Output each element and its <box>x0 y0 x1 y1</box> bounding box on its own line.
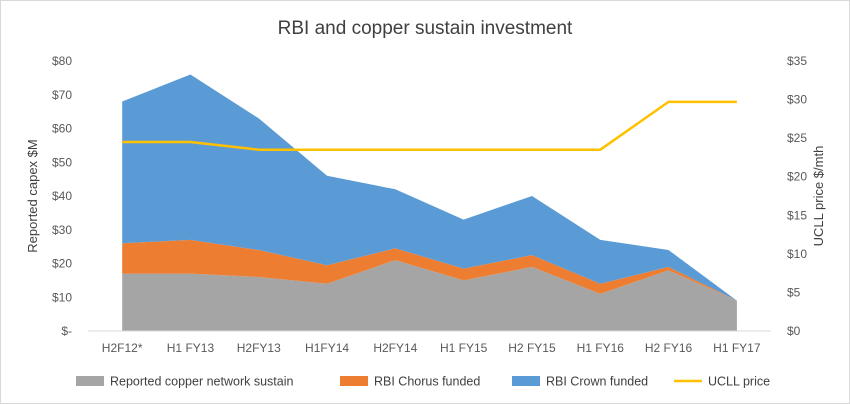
legend-label: RBI Crown funded <box>546 375 648 389</box>
y2-axis-title: UCLL price $/mth <box>811 146 826 247</box>
legend-swatch <box>76 376 104 386</box>
y-tick-label: $80 <box>52 54 72 68</box>
y-tick-label: $- <box>61 324 72 338</box>
y-tick-label: $20 <box>52 257 72 271</box>
y-tick-label: $70 <box>52 88 72 102</box>
area-rbi-chorus-funded <box>122 239 737 301</box>
x-tick-label: H2 FY16 <box>645 341 693 355</box>
y2-tick-label: $0 <box>787 324 801 338</box>
legend-label: Reported copper network sustain <box>110 375 293 389</box>
x-tick-label: H1FY14 <box>305 341 349 355</box>
x-tick-label: H2F12* <box>102 341 143 355</box>
y2-tick-label: $5 <box>787 285 801 299</box>
legend-swatch <box>512 376 540 386</box>
y-tick-label: $30 <box>52 223 72 237</box>
y-axis-title: Reported capex $M <box>25 139 40 252</box>
x-tick-label: H2 FY15 <box>508 341 556 355</box>
y2-tick-label: $35 <box>787 54 807 68</box>
x-tick-label: H1 FY17 <box>713 341 761 355</box>
legend: Reported copper network sustain RBI Choru… <box>76 375 770 389</box>
legend-label: UCLL price <box>708 375 770 389</box>
legend-swatch <box>340 376 368 386</box>
y-axis-ticks: $- $10 $20 $30 $40 $50 $60 $70 $80 <box>52 54 72 338</box>
y2-tick-label: $20 <box>787 170 807 184</box>
y2-axis-ticks: $0 $5 $10 $15 $20 $25 $30 $35 <box>787 54 807 338</box>
x-tick-label: H1 FY13 <box>167 341 215 355</box>
y-tick-label: $40 <box>52 189 72 203</box>
y-tick-label: $10 <box>52 290 72 304</box>
area-layer <box>122 74 737 331</box>
y-tick-label: $60 <box>52 122 72 136</box>
y2-tick-label: $25 <box>787 131 807 145</box>
chart-title: RBI and copper sustain investment <box>278 18 573 39</box>
line-layer <box>122 100 737 151</box>
x-axis-ticks: H2F12* H1 FY13 H2FY13 H1FY14 H2FY14 H1 FY15 H2… <box>102 341 761 355</box>
area-reported-copper-network-sustain <box>122 260 737 331</box>
line-ucll-price <box>122 100 737 151</box>
x-tick-label: H2FY13 <box>237 341 281 355</box>
y2-tick-label: $10 <box>787 247 807 261</box>
y2-tick-label: $15 <box>787 208 807 222</box>
x-tick-label: H1 FY16 <box>577 341 625 355</box>
area-rbi-crown-funded <box>122 74 737 301</box>
legend-label: RBI Chorus funded <box>374 375 480 389</box>
y-tick-label: $50 <box>52 155 72 169</box>
y2-tick-label: $30 <box>787 93 807 107</box>
x-tick-label: H1 FY15 <box>440 341 488 355</box>
x-tick-label: H2FY14 <box>373 341 417 355</box>
